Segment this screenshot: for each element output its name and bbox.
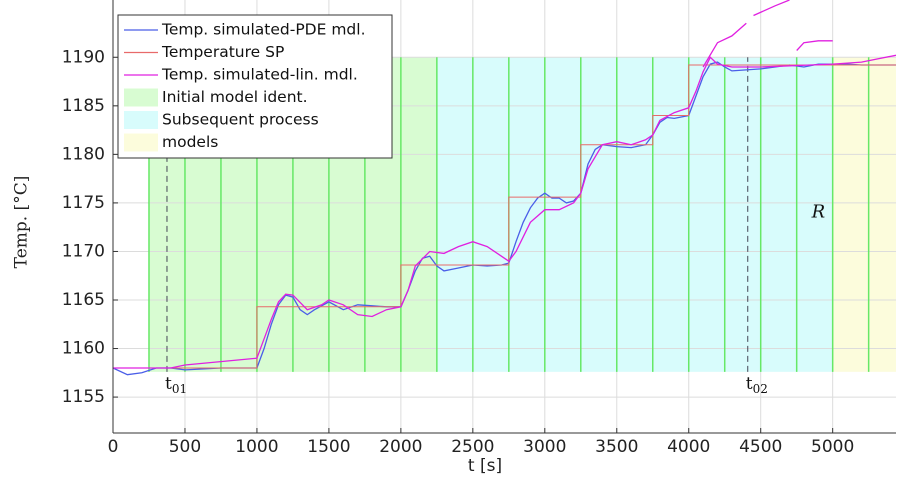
- legend-patch: [124, 111, 158, 129]
- series-line: [702, 0, 833, 68]
- x-tick-label: 500: [169, 437, 201, 457]
- marker-label-main: t: [746, 373, 753, 393]
- y-tick-label: 1155: [62, 387, 105, 407]
- legend-label: models: [162, 133, 218, 151]
- x-tick-label: 2500: [451, 437, 494, 457]
- y-tick-label: 1185: [62, 96, 105, 116]
- legend-box: [117, 14, 393, 159]
- x-tick-label: 5000: [811, 437, 854, 457]
- region: [436, 57, 833, 372]
- legend-patch: [124, 133, 158, 152]
- x-tick-label: 0: [108, 437, 119, 457]
- region: [832, 57, 896, 372]
- annotation: R: [811, 202, 826, 223]
- legend-label: Subsequent process: [162, 111, 319, 129]
- x-tick-label: 4000: [667, 437, 710, 457]
- y-tick-label: 1175: [62, 193, 105, 213]
- x-tick-label: 1000: [235, 437, 278, 457]
- x-tick-label: 1500: [307, 437, 350, 457]
- series-line: [113, 61, 896, 376]
- x-tick-label: 4500: [739, 437, 782, 457]
- y-tick-label: 1180: [62, 144, 105, 164]
- y-axis-label: Temp. [°C]: [12, 176, 32, 269]
- x-tick-label: 2000: [379, 437, 422, 457]
- series-line: [113, 54, 896, 369]
- legend-patch: [124, 88, 158, 107]
- x-axis-label: t [s]: [468, 456, 502, 476]
- x-tick-label: 3500: [595, 437, 638, 457]
- marker-label-sub: 02: [753, 381, 768, 395]
- y-tick-label: 1165: [62, 290, 105, 310]
- marker-label: t01: [165, 373, 187, 395]
- legend-label: Temp. simulated-lin. mdl.: [161, 66, 358, 84]
- y-tick-label: 1190: [62, 47, 105, 67]
- legend-label: Temp. simulated-PDE mdl.: [161, 21, 366, 39]
- marker-label-main: t: [165, 373, 172, 393]
- legend-label: Initial model ident.: [162, 88, 308, 106]
- legend-label: Temperature SP: [161, 43, 284, 61]
- x-tick-label: 3000: [523, 437, 566, 457]
- y-tick-label: 1160: [62, 339, 105, 359]
- marker-label: t02: [746, 373, 768, 395]
- y-tick-label: 1170: [62, 241, 105, 261]
- series-line: [113, 64, 896, 369]
- marker-label-sub: 01: [172, 381, 187, 395]
